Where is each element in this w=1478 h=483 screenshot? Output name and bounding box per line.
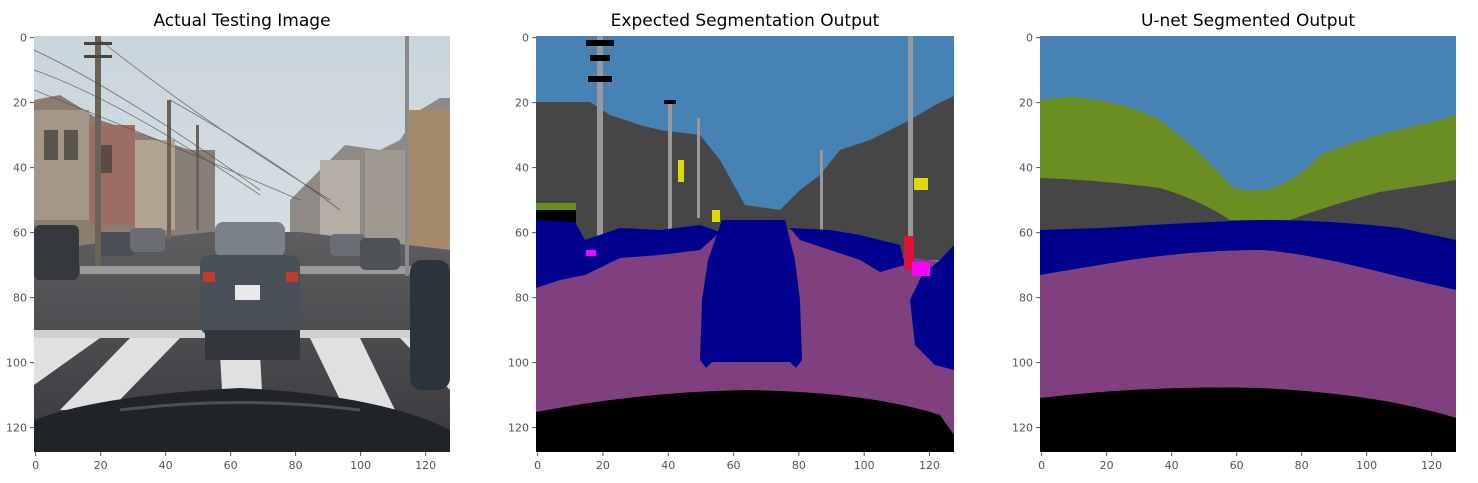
y-tick-label: 100 [6,357,27,370]
x-tick-label: 60 [1230,459,1244,472]
expected-mask [536,36,954,452]
x-tick-label: 0 [1038,459,1045,472]
y-tick-label: 0 [1026,32,1033,45]
y-tick-label: 100 [508,357,529,370]
x-tick-label: 0 [32,459,39,472]
y-tick-label: 80 [1019,292,1033,305]
x-tick-label: 20 [1100,459,1114,472]
y-tick-label: 0 [20,32,27,45]
y-tick-label: 60 [13,227,27,240]
y-tick-label: 120 [6,422,27,435]
x-tick-label: 80 [792,459,806,472]
y-tick-label: 60 [1019,227,1033,240]
y-tick-label: 80 [13,292,27,305]
y-tick-label: 20 [515,97,529,110]
panel-title: U-net Segmented Output [1141,11,1355,31]
x-tick-label: 100 [350,459,371,472]
panel-expected-segmentation: Expected Segmentation Output [536,11,954,452]
x-tick-label: 20 [94,459,108,472]
axes: 0 20 40 60 80 100 120 0 20 40 60 80 100 120 0 20 40 60 80 1… [6,32,1442,472]
x-tick-label: 120 [415,459,436,472]
y-tick-label: 120 [1012,422,1033,435]
y-tick-label: 40 [13,162,27,175]
y-tick-label: 60 [515,227,529,240]
panel-unet-output: U-net Segmented Output [1040,11,1456,452]
panel-actual-image: Actual Testing Image [34,11,450,452]
x-tick-label: 60 [727,459,741,472]
x-tick-label: 80 [1295,459,1309,472]
panel-title: Actual Testing Image [153,11,330,31]
y-tick-label: 20 [13,97,27,110]
y-tick-label: 20 [1019,97,1033,110]
x-tick-label: 40 [159,459,173,472]
y-tick-label: 100 [1012,357,1033,370]
x-tick-label: 0 [534,459,541,472]
x-tick-label: 40 [1165,459,1179,472]
y-tick-label: 80 [515,292,529,305]
street-photo [34,36,450,452]
panel-title: Expected Segmentation Output [611,11,880,31]
x-tick-label: 120 [919,459,940,472]
x-tick-label: 60 [224,459,238,472]
x-tick-label: 120 [1421,459,1442,472]
y-tick-label: 40 [1019,162,1033,175]
x-tick-label: 20 [596,459,610,472]
y-tick-label: 40 [515,162,529,175]
unet-mask [1040,36,1456,452]
y-tick-label: 120 [508,422,529,435]
x-tick-label: 80 [289,459,303,472]
x-tick-label: 40 [661,459,675,472]
y-tick-label: 0 [522,32,529,45]
x-tick-label: 100 [1356,459,1377,472]
x-tick-label: 100 [854,459,875,472]
